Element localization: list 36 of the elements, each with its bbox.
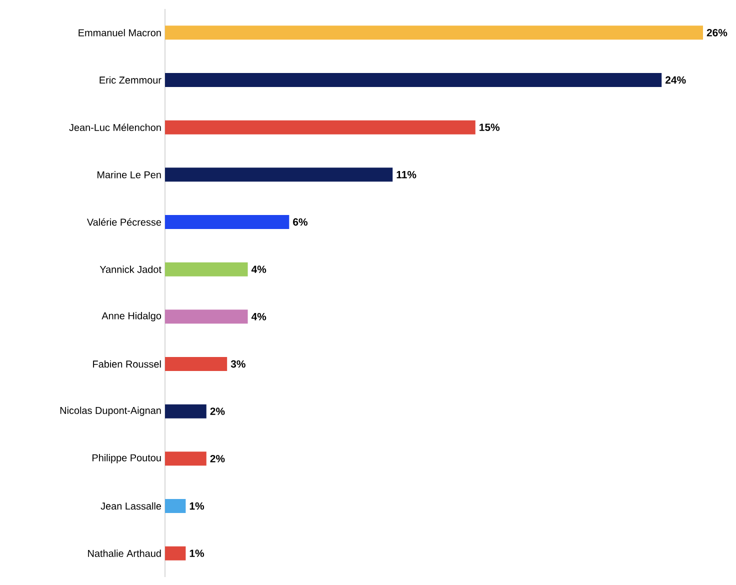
data-label: 26% (706, 28, 728, 36)
data-label: 6% (293, 218, 308, 226)
y-tick-label: Philippe Poutou (92, 454, 161, 464)
y-tick-label: Jean-Luc Mélenchon (69, 124, 161, 132)
bar (165, 310, 248, 324)
y-tick-label: Yannick Jadot (100, 266, 162, 273)
data-label: 15% (480, 124, 500, 132)
data-label: 4% (251, 266, 266, 273)
bar (165, 404, 206, 418)
bar (165, 120, 476, 134)
y-tick-label: Valérie Pécresse (86, 218, 162, 226)
bar (165, 214, 290, 229)
y-tick-label: Jean Lassalle (100, 502, 162, 510)
data-label: 4% (251, 312, 266, 320)
bar (165, 356, 228, 371)
bar (165, 498, 186, 513)
y-tick-label: Nathalie Arthaud (88, 550, 161, 557)
y-tick-label: Marine Le Pen (98, 170, 161, 178)
y-tick-label: Eric Zemmour (100, 76, 162, 84)
data-label: 2% (210, 408, 225, 416)
y-tick-label: Emmanuel Macron (78, 28, 161, 36)
data-label: 2% (210, 454, 225, 462)
bar (165, 72, 662, 87)
bar (165, 168, 393, 182)
data-label: 11% (396, 170, 416, 178)
data-label: 1% (190, 550, 204, 557)
bar (165, 452, 206, 466)
data-label: 1% (190, 502, 204, 510)
y-tick-label: Anne Hidalgo (102, 312, 162, 322)
data-label: 24% (665, 76, 686, 84)
bar (165, 26, 703, 40)
bar (165, 262, 248, 276)
y-tick-label: Nicolas Dupont-Aignan (60, 406, 161, 416)
bar (165, 546, 186, 560)
y-tick-label: Fabien Roussel (93, 360, 161, 368)
data-label: 3% (230, 360, 246, 368)
